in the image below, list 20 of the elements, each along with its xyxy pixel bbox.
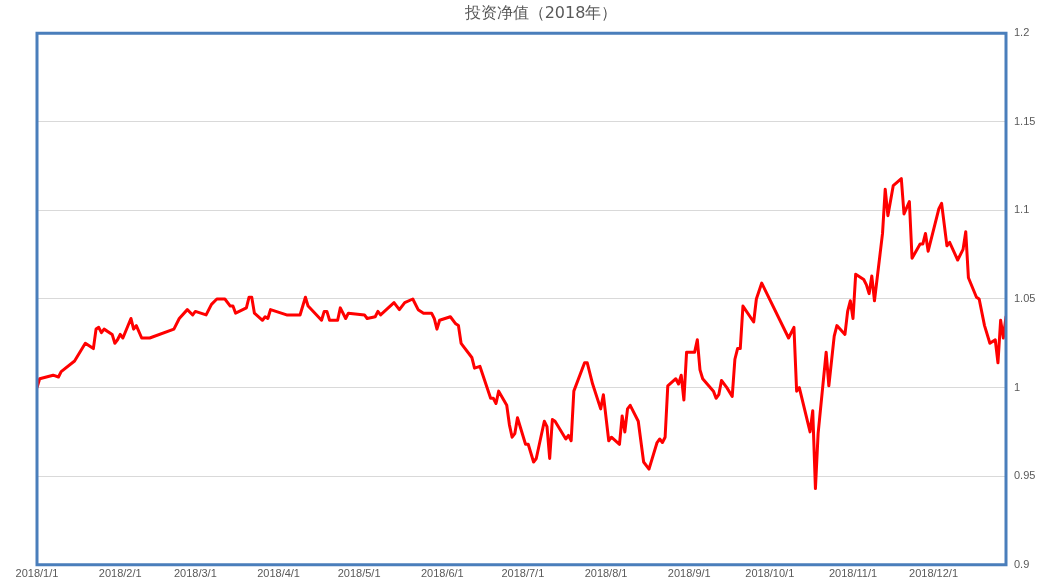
x-tick-label: 2018/5/1 bbox=[337, 567, 381, 580]
x-tick-label: 2018/7/1 bbox=[501, 567, 545, 580]
x-tick-label: 2018/8/1 bbox=[584, 567, 628, 580]
y-tick-label: 1.1 bbox=[1014, 203, 1030, 216]
x-tick-label: 2018/1/1 bbox=[15, 567, 59, 580]
x-tick-label: 2018/4/1 bbox=[257, 567, 300, 580]
chart-title: 投资净值（2018年） bbox=[463, 2, 618, 22]
x-tick-label: 2018/12/1 bbox=[909, 567, 958, 580]
x-tick-label: 2018/3/1 bbox=[173, 567, 217, 580]
x-tick-label: 2018/11/1 bbox=[828, 567, 878, 580]
y-tick-label: 1.2 bbox=[1014, 26, 1030, 39]
y-tick-label: 0.9 bbox=[1014, 557, 1030, 570]
x-tick-label: 2018/6/1 bbox=[420, 567, 464, 580]
y-tick-label: 1.05 bbox=[1014, 292, 1036, 305]
y-tick-label: 1.15 bbox=[1014, 114, 1036, 127]
x-tick-label: 2018/9/1 bbox=[667, 567, 711, 580]
y-tick-label: 0.95 bbox=[1014, 469, 1036, 482]
x-tick-label: 2018/2/1 bbox=[98, 567, 142, 580]
x-tick-label: 2018/10/1 bbox=[745, 567, 795, 580]
y-tick-label: 1 bbox=[1014, 380, 1021, 393]
